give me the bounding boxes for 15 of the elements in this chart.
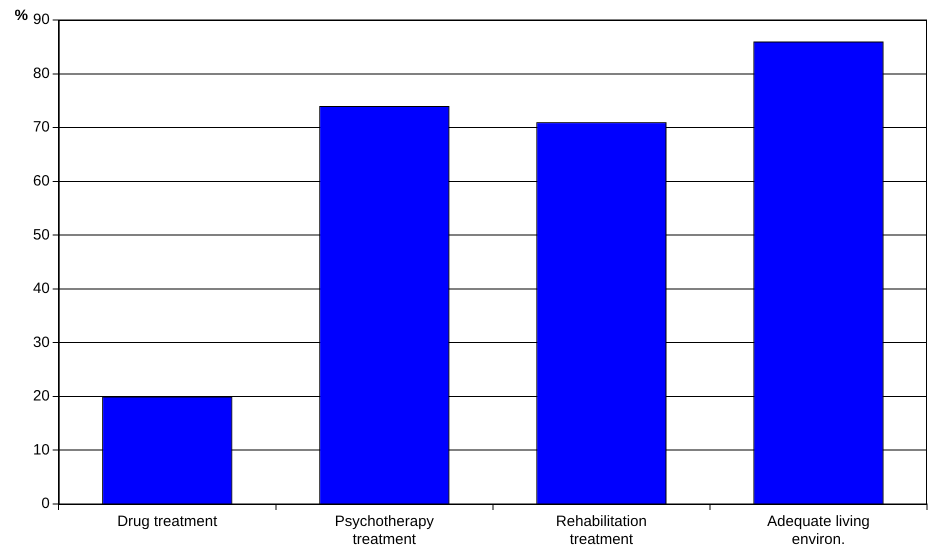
x-tick-label: Rehabilitation treatment <box>556 513 647 548</box>
y-tick-label: 70 <box>32 118 50 136</box>
y-tick-label: 90 <box>32 11 50 28</box>
y-axis-title: % <box>14 7 28 24</box>
x-tick-label: Adequate living environ. <box>767 513 870 548</box>
y-tick-label: 50 <box>32 226 50 244</box>
y-tick-label: 40 <box>32 280 50 298</box>
y-tick-label: 60 <box>32 172 50 190</box>
y-tick-label: 0 <box>41 495 50 512</box>
y-tick-label: 20 <box>32 388 50 405</box>
y-tick-label: 80 <box>32 64 50 82</box>
x-tick-label: Drug treatment <box>117 513 218 530</box>
y-tick-label: 30 <box>32 334 50 351</box>
y-tick-label: 10 <box>32 441 50 458</box>
x-tick-label: Psychotherapy treatment <box>334 513 434 548</box>
